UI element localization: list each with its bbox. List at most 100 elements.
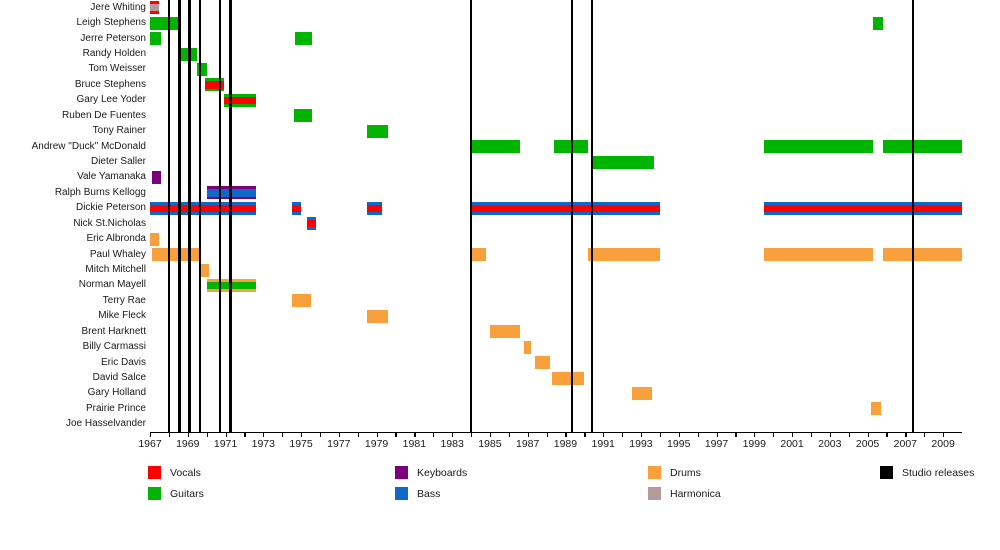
timeline-bar [367,124,388,138]
x-axis-tick-label: 1993 [629,438,653,450]
x-axis-tick [867,432,869,437]
timeline-bar [367,201,383,215]
member-label: Eric Albronda [86,233,146,245]
bar-role-vocals [150,204,256,213]
timeline-bar [552,371,585,385]
legend-item-vocals[interactable]: Vocals [148,466,201,479]
x-axis-tick [584,432,586,437]
bar-role-vocals [763,204,962,213]
bar-role-harmonica [150,3,160,12]
x-axis-tick [678,432,680,437]
bar-role-drums [882,248,962,262]
studio-release-line [570,0,574,432]
x-axis-tick [282,432,284,437]
x-axis-tick-label: 2009 [931,438,955,450]
member-label: Nick St.Nicholas [73,217,146,229]
x-axis-tick [338,432,341,437]
legend-item-guitars[interactable]: Guitars [148,487,204,500]
bar-role-vocals [367,204,383,213]
bar-role-guitars [882,140,962,154]
legend-item-keyboards[interactable]: Keyboards [395,466,467,479]
bar-role-drums [588,248,660,262]
timeline-bar [367,309,388,323]
bar-role-drums [535,356,551,370]
timeline-bar [882,248,962,262]
legend-item-studio[interactable]: Studio releases [880,466,974,479]
timeline-bar [535,356,551,370]
member-label: Gary Lee Yoder [76,94,147,106]
bar-role-drums [489,325,521,339]
timeline-bar [523,340,532,354]
x-axis-tick [187,432,189,437]
x-axis-tick-label: 1997 [704,438,729,450]
legend-swatch-harmonica [648,487,661,500]
legend-item-bass[interactable]: Bass [395,487,440,500]
member-label: Randy Holden [82,48,146,59]
timeline-bar [150,32,162,46]
bar-role-drums [291,294,311,308]
member-label-column: Jere Whiting Leigh Stephens Jerre Peterson… [0,0,146,432]
bar-role-guitars [150,32,162,46]
x-axis-tick [414,432,416,437]
bar-role-vocals [204,81,224,89]
x-axis-tick-label: 1981 [402,438,427,450]
bar-role-guitars [591,155,655,169]
member-label: Joe Hasselvander [65,418,146,430]
timeline-bar [763,140,874,154]
timeline-bar [763,201,962,215]
timeline-bar [471,248,487,262]
x-axis-tick-label: 1973 [251,438,275,450]
timeline-bar [151,248,201,262]
legend-label: Guitars [170,487,204,500]
legend-swatch-studio [880,466,893,479]
x-axis-tick [168,432,171,437]
legend-item-drums[interactable]: Drums [648,466,701,479]
bar-role-drums [150,232,160,246]
x-axis-tick [452,432,454,437]
legend-label: Bass [417,487,441,500]
x-axis-tick [905,432,907,437]
timeline-bar [223,93,256,107]
timeline-bar [150,201,256,215]
legend-label: Vocals [170,466,201,479]
legend-label: Studio releases [902,466,975,479]
studio-release-line [228,0,232,432]
bar-role-drums [199,263,209,277]
bar-role-keyboards [151,170,162,184]
bar-role-guitars [763,140,874,154]
timeline-bar [588,248,660,262]
x-axis-tick [546,432,548,437]
studio-release-line [469,0,473,432]
bar-role-drums [151,248,201,262]
x-axis-tick-label: 1995 [667,438,691,450]
x-axis-tick-label: 2007 [893,438,918,450]
timeline-bar [291,294,311,308]
x-axis-tick [924,432,926,437]
member-label: Mike Fleck [98,310,146,322]
legend-item-harmonica[interactable]: Harmonica [648,487,721,500]
timeline-bar [291,201,302,215]
bar-role-guitars [150,16,179,30]
x-axis-tick [735,432,737,437]
x-axis-tick-label: 1979 [364,438,389,450]
bar-role-guitars [873,16,883,30]
x-axis-tick [848,432,850,437]
x-axis-tick [489,432,492,437]
x-axis-tick [508,432,510,437]
x-axis: 1967 1969 1971 1973 1975 1977 1979 1981 1983 1985… [138,432,962,452]
member-label: Brent Harknett [81,325,146,337]
x-axis-tick [603,432,605,437]
x-axis-tick-label: 1985 [478,438,502,450]
legend-swatch-drums [648,466,661,479]
timeline-bar [631,386,653,400]
member-label: Dickie Peterson [75,202,146,214]
x-axis-tick [263,432,265,437]
legend-swatch-guitars [148,487,161,500]
member-label: Tom Weisser [88,63,146,75]
x-axis-line [150,432,962,434]
x-axis-tick-label: 1987 [515,438,540,450]
member-label: Billy Carmassi [82,341,146,353]
bar-role-drums [552,371,585,385]
bar-role-guitars [471,140,521,154]
x-axis-tick [943,432,945,437]
